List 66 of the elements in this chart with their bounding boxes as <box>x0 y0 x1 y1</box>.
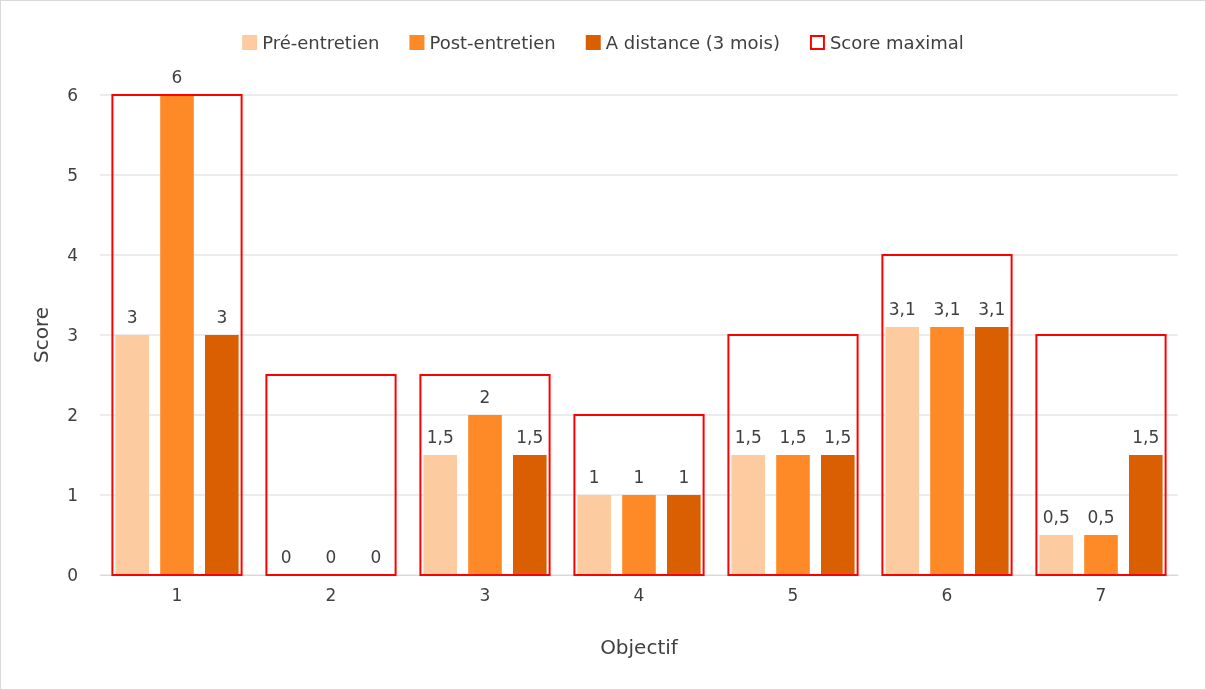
data-label: 0 <box>280 547 292 567</box>
x-tick-label: 3 <box>479 585 491 606</box>
x-tick-label: 4 <box>633 585 645 606</box>
bar <box>881 254 1013 576</box>
bar <box>885 327 919 575</box>
x-tick-label: 6 <box>941 585 953 606</box>
bar <box>1129 455 1163 575</box>
bar <box>205 335 239 575</box>
legend-label: Pré-entretien <box>262 32 380 53</box>
data-label: 1 <box>588 467 600 487</box>
bar <box>160 95 194 575</box>
y-tick-label: 5 <box>67 164 78 185</box>
y-tick-label: 0 <box>67 564 78 585</box>
bar <box>419 374 551 576</box>
data-label: 0 <box>325 547 337 567</box>
bar <box>513 455 547 575</box>
x-tick-label: 5 <box>787 585 799 606</box>
bar <box>930 327 964 575</box>
data-label: 1,5 <box>1132 427 1160 447</box>
data-label: 3 <box>216 307 228 327</box>
bar <box>1084 535 1118 575</box>
y-tick-label: 4 <box>67 244 78 265</box>
data-label: 3 <box>126 307 138 327</box>
bar <box>731 455 765 575</box>
bar <box>821 455 855 575</box>
data-label: 1,5 <box>824 427 852 447</box>
data-label: 2 <box>479 387 491 407</box>
bar <box>975 327 1009 575</box>
y-tick-label: 2 <box>67 404 78 425</box>
legend-label: Post-entretien <box>429 32 556 53</box>
x-tick-label: 1 <box>171 585 183 606</box>
bar <box>115 335 149 575</box>
data-label: 3,1 <box>888 299 916 319</box>
bar <box>776 455 810 575</box>
bar <box>1039 535 1073 575</box>
data-label: 6 <box>171 67 183 87</box>
bar <box>423 455 457 575</box>
bar <box>573 414 705 576</box>
bar <box>111 94 243 576</box>
data-label: 1 <box>678 467 690 487</box>
bar <box>1035 334 1167 576</box>
data-label: 3,1 <box>978 299 1006 319</box>
legend-label: A distance (3 mois) <box>605 32 780 53</box>
x-tick-label: 2 <box>325 585 337 606</box>
data-label: 1,5 <box>734 427 762 447</box>
bar <box>667 495 701 575</box>
bar <box>622 495 656 575</box>
x-tick-label: 7 <box>1095 585 1107 606</box>
bar <box>265 374 397 576</box>
data-label: 1,5 <box>516 427 544 447</box>
data-label: 1 <box>633 467 645 487</box>
data-label: 1,5 <box>426 427 454 447</box>
data-label: 1,5 <box>779 427 807 447</box>
bar <box>577 495 611 575</box>
data-label: 3,1 <box>933 299 961 319</box>
y-tick-label: 3 <box>67 324 78 345</box>
bar <box>468 415 502 575</box>
data-label: 0,5 <box>1087 507 1115 527</box>
y-axis-title: Score <box>29 306 53 364</box>
y-tick-label: 6 <box>67 84 78 105</box>
data-label: 0,5 <box>1042 507 1070 527</box>
x-axis-title: Objectif <box>600 635 679 659</box>
data-label: 0 <box>370 547 382 567</box>
bar <box>727 334 859 576</box>
y-tick-label: 1 <box>67 484 78 505</box>
legend-label: Score maximal <box>829 32 964 53</box>
